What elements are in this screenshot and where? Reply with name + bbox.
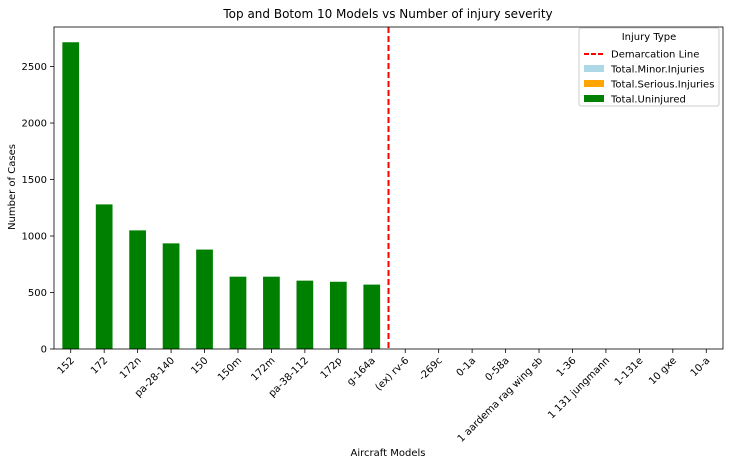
y-tick-label: 2000 bbox=[22, 119, 47, 130]
x-tick-label: 1-131e bbox=[613, 355, 646, 388]
x-tick-label: 10 gxe bbox=[647, 355, 679, 387]
x-tick-label: 10-a bbox=[689, 355, 713, 379]
bar-total-uninjured bbox=[95, 204, 113, 349]
y-tick-label: 1500 bbox=[22, 175, 47, 186]
x-axis-label: Aircraft Models bbox=[351, 448, 426, 459]
x-tick-label: -269c bbox=[417, 355, 445, 383]
x-tick-label: (ex) rv-6 bbox=[373, 355, 411, 393]
x-tick-label: 150m bbox=[216, 355, 244, 383]
bar-total-uninjured bbox=[296, 280, 314, 349]
legend: Injury Type Demarcation Line Total.Minor.I… bbox=[578, 27, 720, 107]
bar-total-uninjured bbox=[229, 276, 247, 349]
y-axis-label: Number of Cases bbox=[7, 144, 18, 230]
x-tick-label: 1-36 bbox=[555, 355, 579, 379]
bar-total-uninjured bbox=[263, 276, 280, 349]
legend-swatch-total-uninjured bbox=[584, 95, 604, 102]
legend-swatch-total-serious-injuries bbox=[584, 80, 604, 87]
legend-label: Total.Serious.Injuries bbox=[610, 80, 714, 91]
x-tick-label: 150 bbox=[189, 355, 210, 376]
y-tick-label: 2500 bbox=[22, 62, 47, 73]
y-tick-label: 0 bbox=[41, 345, 47, 356]
x-tick-label: 0-1a bbox=[455, 355, 479, 379]
legend-label: Demarcation Line bbox=[611, 50, 699, 61]
legend-label: Total.Minor.Injuries bbox=[610, 65, 704, 76]
x-tick-label: 172p bbox=[319, 355, 345, 381]
x-tick-label: 172 bbox=[89, 355, 110, 376]
bar-total-uninjured bbox=[196, 249, 213, 349]
bar-total-uninjured bbox=[129, 230, 146, 349]
legend-box bbox=[578, 27, 720, 107]
y-tick-label: 500 bbox=[28, 288, 47, 299]
y-tick-label: 1000 bbox=[22, 232, 47, 243]
bar-total-uninjured bbox=[363, 284, 381, 349]
x-tick-label: 1 131 jungmann bbox=[546, 355, 612, 421]
legend-title: Injury Type bbox=[622, 32, 677, 43]
bar-total-uninjured bbox=[329, 281, 347, 349]
legend-label: Total.Uninjured bbox=[610, 95, 686, 106]
chart-title: Top and Botom 10 Models vs Number of inj… bbox=[222, 7, 552, 21]
x-tick-label: 172n bbox=[118, 355, 144, 381]
x-tick-label: 152 bbox=[56, 355, 77, 376]
bar-total-uninjured bbox=[62, 42, 80, 350]
x-tick-label: 0-58a bbox=[484, 355, 512, 383]
plot-frame bbox=[53, 26, 724, 350]
bar-total-uninjured bbox=[162, 243, 180, 349]
legend-swatch-total-minor-injuries bbox=[584, 65, 604, 72]
x-tick-label: g-164a bbox=[345, 355, 378, 388]
x-tick-label: 172m bbox=[249, 355, 277, 383]
